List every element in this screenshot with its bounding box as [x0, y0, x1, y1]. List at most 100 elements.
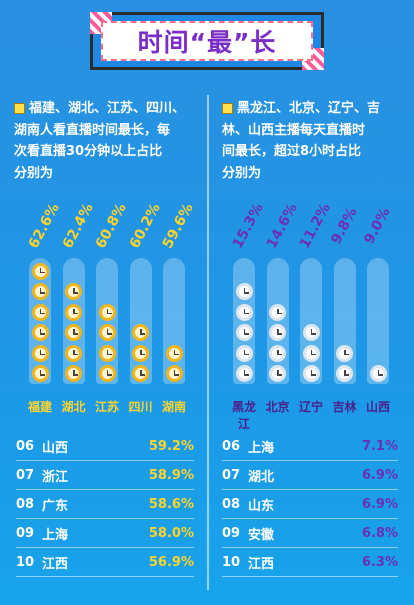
rank-row: 09 安徽 6.8% [222, 521, 398, 545]
clock-icon [132, 344, 149, 362]
clock-icon [235, 324, 253, 341]
bar-value-label: 11.2% [296, 200, 334, 252]
row-divider [16, 489, 194, 490]
rank-row: 08 广东 58.6% [16, 492, 194, 516]
rank-name: 上海 [248, 440, 275, 456]
clock-icon [302, 344, 320, 362]
clock-icon [165, 344, 183, 362]
bar-value-label: 14.6% [263, 200, 301, 252]
clock-icon [65, 303, 82, 321]
category-label: 湖南 [161, 400, 186, 414]
clock-icon [65, 324, 82, 341]
clock-icon [235, 303, 253, 321]
rank-name: 江西 [42, 556, 69, 572]
category-label: 江苏 [94, 400, 119, 414]
clock-icon [132, 365, 149, 382]
rank-number: 08 [222, 496, 241, 512]
rank-name: 浙江 [42, 469, 69, 485]
rank-value: 58.9% [148, 467, 194, 483]
rank-name: 上海 [42, 527, 69, 543]
rank-row: 07 湖北 6.9% [222, 463, 398, 487]
rank-row: 08 山东 6.9% [222, 492, 398, 516]
clock-icon [235, 344, 253, 362]
rank-row: 10 江西 56.9% [16, 550, 194, 574]
category-label: 黑龙江 [231, 400, 256, 431]
rank-value: 58.0% [148, 525, 194, 541]
row-divider [16, 518, 194, 519]
row-divider [222, 460, 398, 461]
description-line: 黑龙江、北京、辽宁、吉 [222, 98, 412, 120]
clock-icon [165, 365, 183, 382]
page-title: 时间“最”长 [137, 28, 277, 57]
row-divider [222, 547, 398, 548]
rank-row: 06 上海 7.1% [222, 434, 398, 458]
clock-icon [269, 324, 286, 341]
clock-icon [98, 365, 116, 382]
clock-icon [269, 344, 286, 362]
bar-value-label: 59.6% [159, 200, 197, 252]
title-frame: 时间“最”长 [101, 21, 313, 61]
clock-icon [98, 303, 116, 321]
rank-name: 山西 [42, 440, 69, 456]
clock-icon [65, 344, 82, 362]
category-label: 四川 [128, 400, 153, 414]
clock-icon [31, 283, 49, 300]
description-line: 分别为 [222, 165, 262, 181]
clock-icon [336, 344, 353, 362]
row-divider [16, 460, 194, 461]
rank-value: 6.9% [361, 467, 398, 483]
clock-icon [31, 303, 49, 321]
bar-value-label: 15.3% [229, 200, 267, 252]
description-line: 福建、湖北、江苏、四川、 [14, 98, 204, 120]
rank-number: 06 [16, 438, 35, 454]
clock-icon [369, 365, 387, 382]
rank-number: 07 [16, 467, 35, 483]
rank-number: 08 [16, 496, 35, 512]
rank-number: 06 [222, 438, 241, 454]
category-label: 山西 [365, 400, 390, 414]
category-label: 北京 [265, 400, 290, 414]
rank-value: 7.1% [361, 438, 398, 454]
category-label: 福建 [27, 400, 52, 414]
description-line: 分别为 [14, 165, 54, 181]
clock-icon [65, 283, 82, 300]
bar-value-label: 60.2% [126, 200, 164, 252]
rank-number: 09 [16, 525, 35, 541]
clock-icon [336, 365, 353, 382]
description-line: 林、山西主播每天直播时 [222, 122, 366, 138]
rank-row: 09 上海 58.0% [16, 521, 194, 545]
rank-row: 07 浙江 58.9% [16, 463, 194, 487]
row-divider [16, 576, 194, 577]
description-line: 湖南人看直播时间最长，每 [14, 122, 171, 138]
clock-icon [132, 324, 149, 341]
row-divider [222, 576, 398, 577]
rank-name: 江西 [248, 556, 275, 572]
row-divider [16, 547, 194, 548]
bar-value-label: 62.6% [25, 200, 63, 252]
clock-icon [31, 262, 49, 280]
left-description: 福建、湖北、江苏、四川、 湖南人看直播时间最长，每 次看直播30分钟以上占比 分… [14, 98, 204, 184]
rank-name: 安徽 [248, 527, 275, 543]
panel-divider [207, 95, 209, 590]
rank-row: 10 江西 6.3% [222, 550, 398, 574]
clock-icon [235, 283, 253, 300]
clock-icon [31, 365, 49, 382]
clock-icon [98, 324, 116, 341]
clock-icon [31, 324, 49, 341]
bar-value-label: 60.8% [92, 200, 130, 252]
title-banner: 时间“最”长 [90, 12, 324, 70]
category-label: 吉林 [332, 400, 357, 414]
row-divider [222, 518, 398, 519]
category-label: 湖北 [61, 400, 86, 414]
clock-icon [302, 324, 320, 341]
square-bullet-icon [222, 103, 233, 114]
rank-value: 56.9% [148, 554, 194, 570]
clock-icon [65, 365, 82, 382]
bar-track [367, 258, 389, 384]
clock-icon [235, 365, 253, 382]
rank-name: 湖北 [248, 469, 275, 485]
bar-value-label: 9.0% [361, 205, 394, 247]
square-bullet-icon [14, 103, 25, 114]
rank-number: 09 [222, 525, 241, 541]
